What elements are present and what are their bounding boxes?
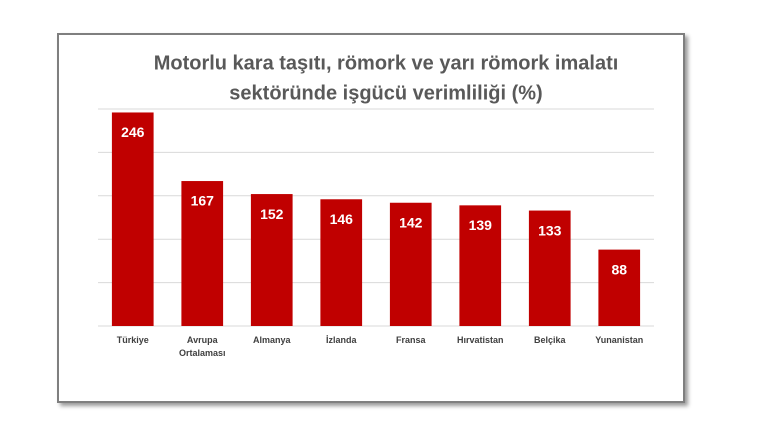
value-label: 152	[260, 206, 284, 222]
value-label: 142	[399, 214, 423, 230]
x-tick-label: Hırvatistan	[456, 335, 504, 345]
chart-title: Motorlu kara taşıtı, römork ve yarı römo…	[154, 52, 619, 74]
chart-frame	[57, 33, 685, 403]
bar	[320, 199, 363, 326]
x-tick-label: Türkiye	[116, 335, 149, 345]
bar	[528, 210, 571, 326]
bar	[250, 194, 293, 326]
bar	[111, 112, 154, 326]
chart-title: sektöründe işgücü verimliliği (%)	[229, 82, 542, 104]
x-tick-label: Avrupa Ortalaması	[178, 335, 226, 358]
bar	[598, 249, 641, 326]
value-label: 133	[538, 222, 562, 238]
x-tick-label: Fransa	[395, 335, 426, 345]
value-label: 167	[191, 193, 215, 209]
value-label: 88	[611, 261, 627, 277]
value-label: 246	[121, 124, 145, 140]
bar	[459, 205, 502, 326]
x-tick-label: Belçika	[533, 335, 566, 345]
value-label: 146	[330, 211, 354, 227]
x-tick-label: Yunanistan	[595, 335, 644, 345]
x-tick-label: İzlanda	[325, 335, 357, 345]
value-label: 139	[469, 217, 493, 233]
bar	[389, 202, 432, 326]
x-tick-label: Almanya	[252, 335, 291, 345]
bar	[181, 181, 224, 326]
